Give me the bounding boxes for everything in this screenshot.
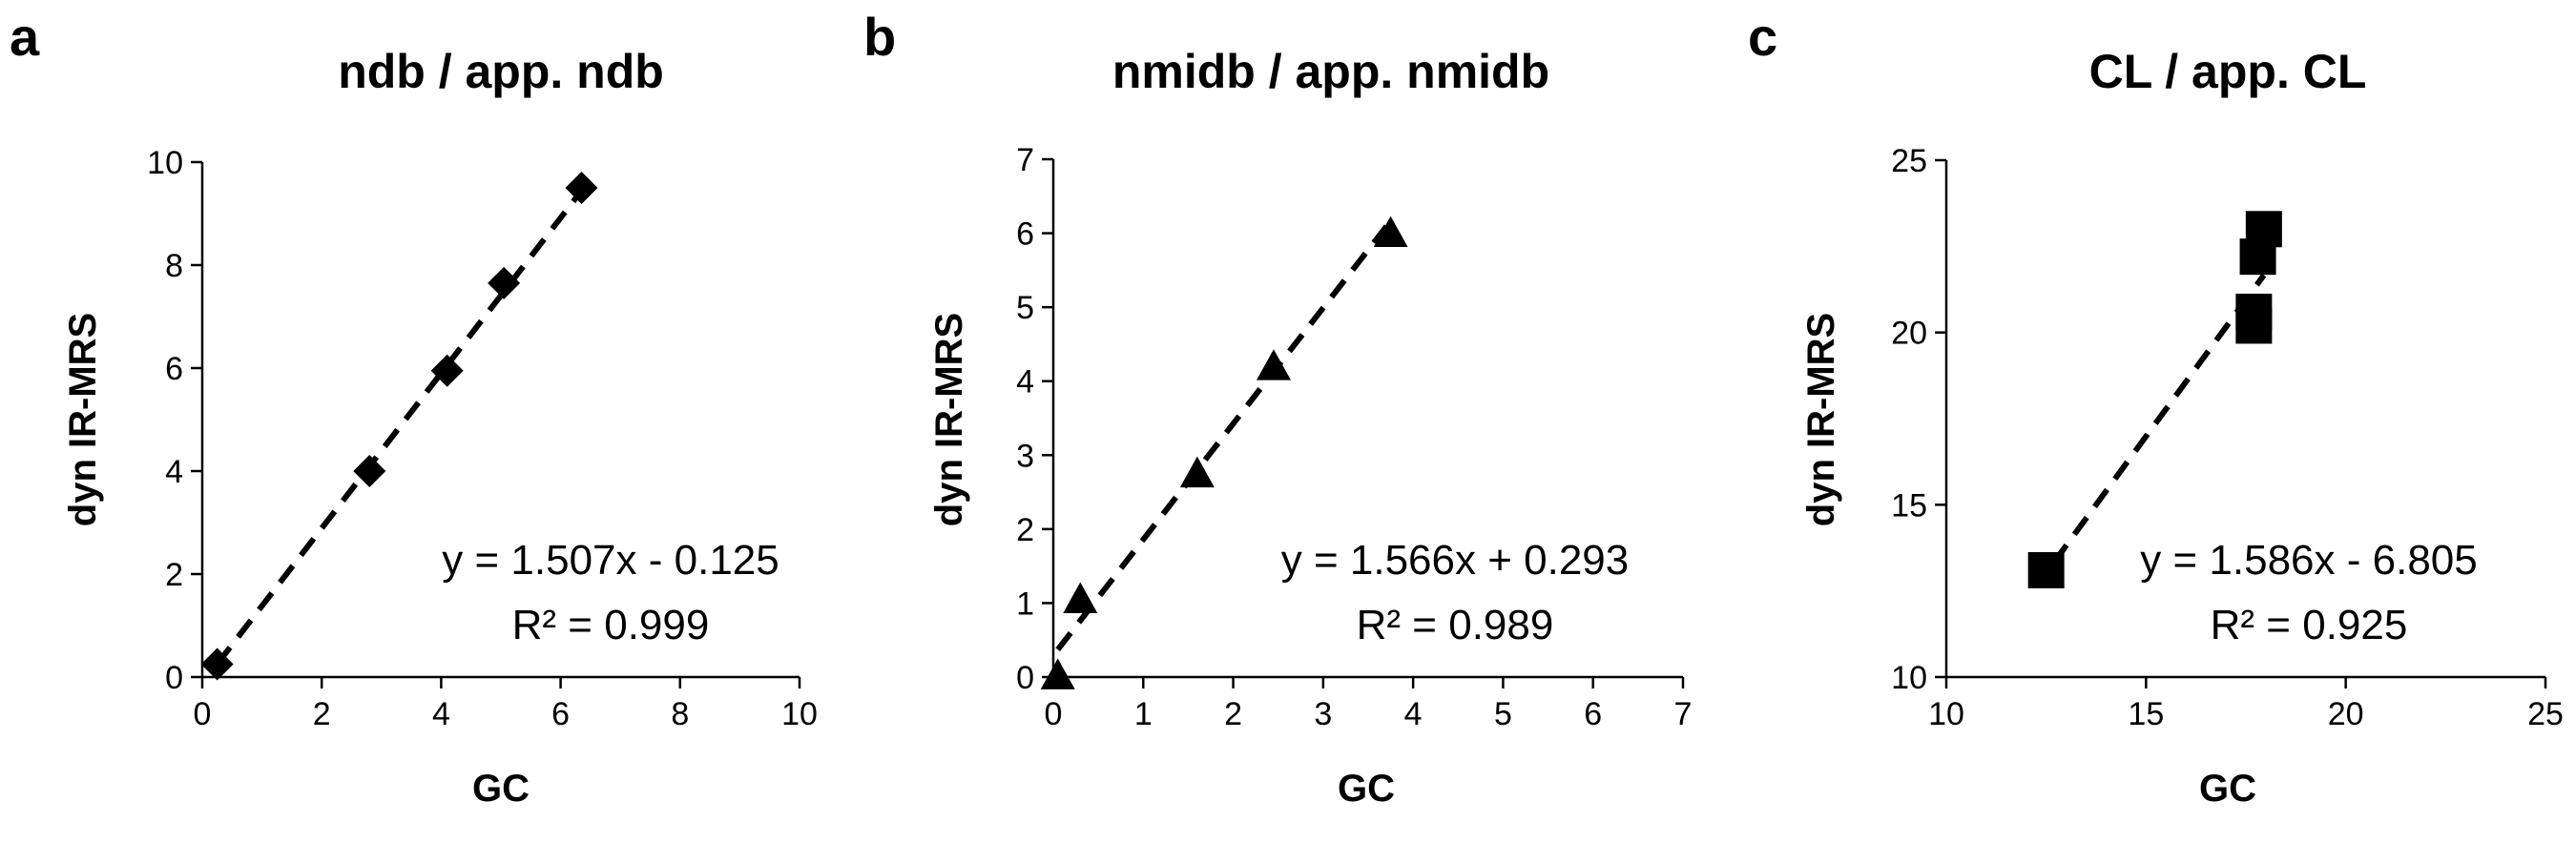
- x-tick-label: 0: [194, 696, 212, 732]
- panel-letter-c: c: [1748, 7, 1777, 67]
- data-point-triangle: [1179, 456, 1215, 488]
- trendline: [1055, 218, 1393, 652]
- chart-title: ndb / app. ndb: [338, 45, 664, 98]
- data-point-diamond: [565, 172, 598, 204]
- x-tick-label: 20: [2328, 696, 2364, 732]
- x-tick-label: 10: [781, 696, 818, 732]
- x-tick-label: 4: [1404, 696, 1423, 732]
- data-point-diamond: [353, 455, 386, 487]
- data-point-square: [2235, 293, 2273, 330]
- y-tick-label: 10: [147, 145, 183, 181]
- x-tick-label: 5: [1494, 696, 1512, 732]
- y-axis-label: dyn IR-MRS: [1800, 313, 1842, 526]
- panel-letter-b: b: [863, 7, 896, 67]
- x-tick-label: 6: [1584, 696, 1602, 732]
- y-tick-label: 10: [1891, 660, 1927, 696]
- r-squared-label: R² = 0.989: [1357, 602, 1554, 648]
- panel-a: a ndb / app. ndb GC dyn IR-MRS y = 1.507…: [10, 7, 818, 810]
- x-tick-label: 4: [432, 696, 450, 732]
- data-point-square: [2245, 211, 2282, 248]
- panel-b: b nmidb / app. nmidb GC dyn IR-MRS y = 1…: [863, 7, 1692, 810]
- r-squared-label: R² = 0.925: [2211, 602, 2408, 648]
- y-tick-label: 6: [165, 351, 183, 387]
- y-tick-label: 5: [1016, 290, 1034, 326]
- data-point-triangle: [1040, 658, 1075, 689]
- x-axis-label: GC: [2199, 768, 2256, 810]
- x-tick-label: 1: [1134, 696, 1153, 732]
- x-tick-label: 2: [1224, 696, 1242, 732]
- x-tick-label: 6: [551, 696, 570, 732]
- x-tick-label: 2: [313, 696, 331, 732]
- y-tick-label: 4: [1016, 364, 1034, 401]
- trendline-equation: y = 1.507x - 0.125: [442, 537, 779, 584]
- data-point-triangle: [1373, 216, 1408, 247]
- data-point-diamond: [488, 266, 521, 299]
- y-tick-label: 20: [1891, 316, 1927, 352]
- trendline: [215, 189, 584, 667]
- y-tick-label: 2: [1016, 512, 1034, 548]
- chart-title: CL / app. CL: [2089, 45, 2367, 98]
- y-tick-label: 1: [1016, 586, 1034, 622]
- y-tick-label: 3: [1016, 438, 1034, 474]
- trendline-equation: y = 1.566x + 0.293: [1281, 537, 1630, 584]
- y-tick-label: 15: [1891, 487, 1927, 524]
- trendline: [2051, 273, 2267, 565]
- r-squared-label: R² = 0.999: [512, 602, 710, 648]
- data-point-triangle: [1257, 349, 1291, 380]
- y-axis-label: dyn IR-MRS: [62, 313, 104, 526]
- y-tick-label: 8: [165, 248, 183, 284]
- y-tick-label: 4: [165, 454, 183, 490]
- data-point-diamond: [430, 354, 464, 387]
- trendline-equation: y = 1.586x - 6.805: [2140, 537, 2477, 584]
- x-tick-label: 25: [2527, 696, 2564, 732]
- y-tick-label: 0: [1016, 660, 1034, 696]
- y-tick-label: 0: [165, 660, 183, 696]
- y-tick-label: 7: [1016, 142, 1034, 178]
- x-tick-label: 10: [1928, 696, 1964, 732]
- y-tick-label: 6: [1016, 216, 1034, 253]
- y-axis-label: dyn IR-MRS: [928, 313, 970, 526]
- x-tick-label: 0: [1045, 696, 1063, 732]
- x-tick-label: 3: [1314, 696, 1332, 732]
- y-tick-label: 2: [165, 557, 183, 593]
- chart-title: nmidb / app. nmidb: [1112, 45, 1549, 98]
- x-axis-label: GC: [472, 768, 530, 810]
- x-tick-label: 7: [1674, 696, 1693, 732]
- data-point-square: [2027, 551, 2065, 588]
- y-tick-label: 25: [1891, 143, 1927, 179]
- x-tick-label: 8: [671, 696, 689, 732]
- x-tick-label: 15: [2128, 696, 2164, 732]
- data-point-diamond: [200, 647, 234, 681]
- panel-letter-a: a: [10, 7, 40, 67]
- data-point-triangle: [1063, 582, 1098, 613]
- panel-c: c CL / app. CL GC dyn IR-MRS y = 1.586x …: [1748, 7, 2564, 810]
- x-axis-label: GC: [1338, 768, 1395, 810]
